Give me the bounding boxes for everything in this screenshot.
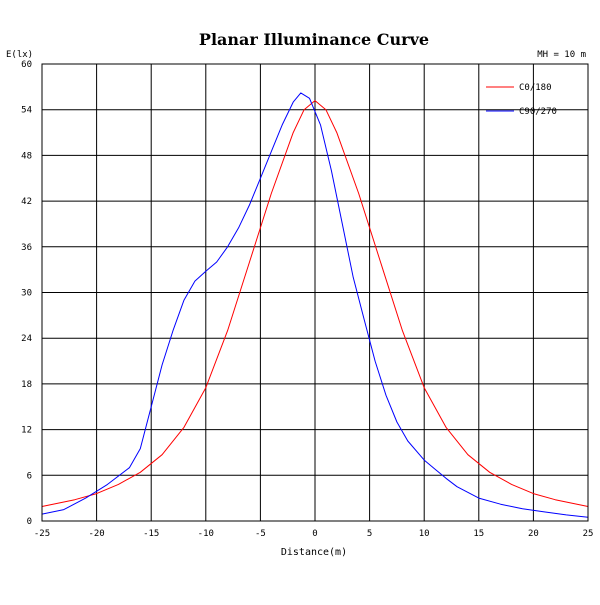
series-lines [41,92,589,518]
x-tick-label: -15 [143,529,159,539]
x-tick-label: -10 [198,529,214,539]
x-axis-label: Distance(m) [281,547,347,558]
y-tick-label: 6 [27,471,32,481]
mounting-height-annotation: MH = 10 m [537,50,586,60]
y-tick-label: 54 [21,106,32,116]
x-tick-label: 0 [312,529,317,539]
legend: C0/180 C90/270 [486,83,557,117]
legend-label: C90/270 [519,107,557,117]
series-line-c0-180 [41,100,589,507]
y-tick-label: 42 [21,197,32,207]
x-tick-label: 15 [473,529,484,539]
tick-labels: -25 -20 -15 -10 -5 0 5 10 15 20 25 0 6 12 18 24 30 36 42 48… [21,60,593,539]
x-tick-label: -25 [34,529,50,539]
x-tick-label: -20 [88,529,104,539]
y-tick-label: 60 [21,60,32,70]
y-tick-label: 0 [27,517,32,527]
y-tick-label: 36 [21,243,32,253]
plot-frame [41,63,589,522]
y-tick-label: 12 [21,426,32,436]
y-tick-label: 24 [21,334,32,344]
x-tick-label: 5 [367,529,372,539]
chart-title: Planar Illuminance Curve [199,30,429,49]
grid-lines [41,63,589,522]
legend-label: C0/180 [519,83,552,93]
x-tick-label: -5 [255,529,266,539]
x-tick-label: 25 [583,529,594,539]
y-tick-label: 48 [21,151,32,161]
x-tick-label: 10 [419,529,430,539]
y-tick-label: 18 [21,380,32,390]
series-line-c90-270 [41,92,589,518]
y-axis-label: E(lx) [6,50,33,60]
x-tick-label: 20 [528,529,539,539]
y-tick-label: 30 [21,289,32,299]
